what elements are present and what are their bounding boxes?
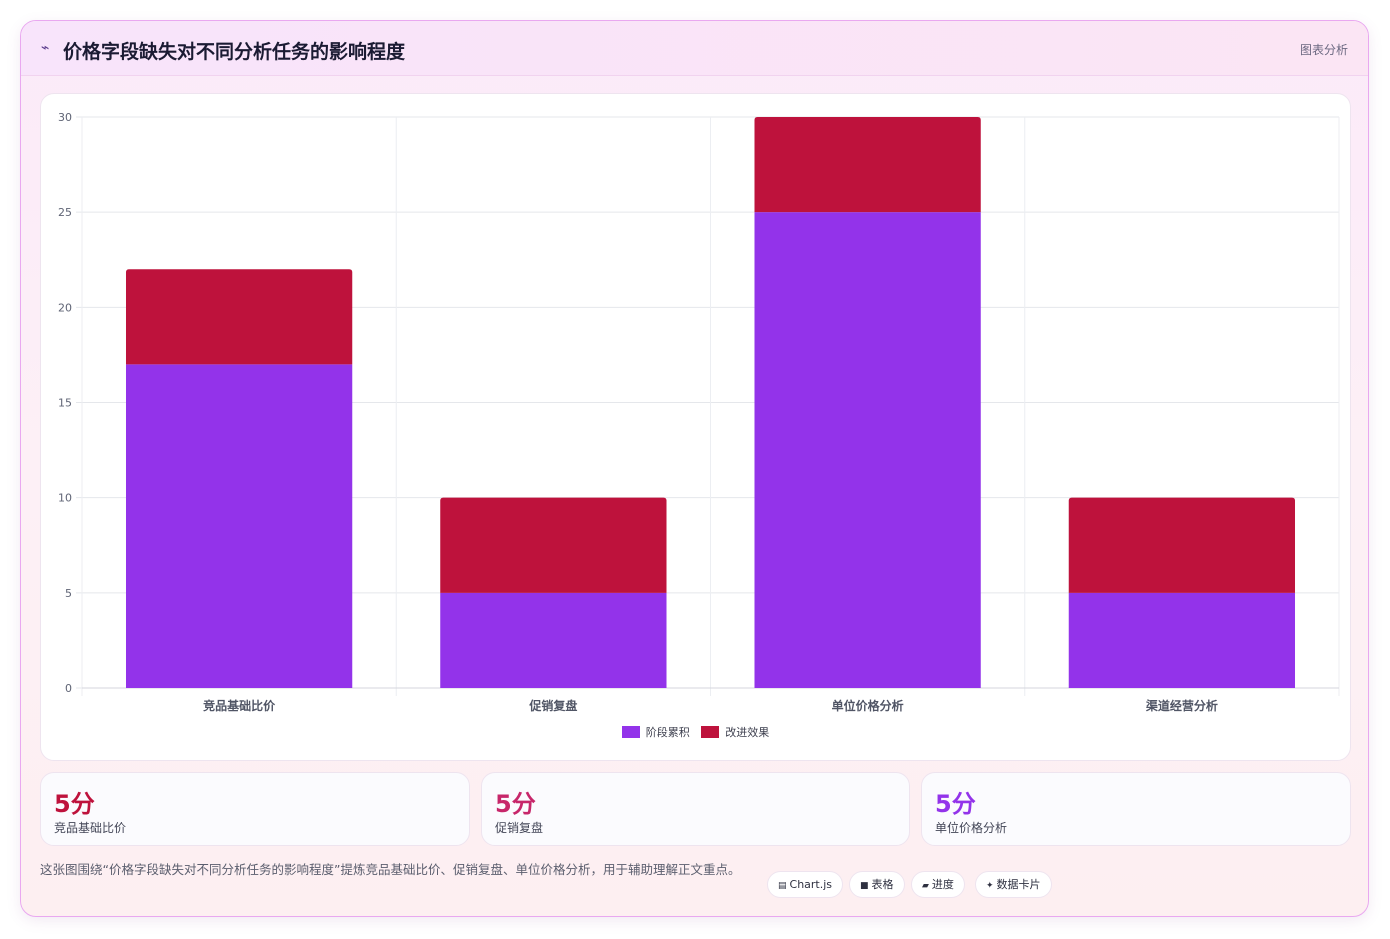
- y-tick-label: 20: [58, 301, 72, 314]
- bar-1-2: [440, 592, 667, 688]
- chip-label: Chart.js: [789, 878, 833, 891]
- stat-value: 5分: [935, 790, 976, 818]
- chip-label: 数据卡片: [996, 878, 1041, 891]
- chart-card: 0 5 10 15 20 25 30 竞品基础比价 促销复盘 单位价格分析 渠道经营分析 阶段累积 …: [40, 93, 1351, 761]
- stat-value: 5分: [495, 790, 536, 818]
- legend-label-series-1: 阶段累积: [645, 726, 690, 739]
- stat-label: 竞品基础比价: [54, 821, 127, 835]
- chip-data-card[interactable]: ✦ 数据卡片: [975, 871, 1052, 898]
- y-tick-label: 5: [65, 587, 72, 600]
- bar-2-3: [754, 117, 981, 213]
- chip-progress[interactable]: ▰ 进度: [911, 871, 965, 898]
- panel-header: ⌁ 价格字段缺失对不同分析任务的影响程度 图表分析: [21, 21, 1368, 76]
- stat-label: 促销复盘: [495, 821, 544, 835]
- bar-1-4: [1068, 592, 1296, 688]
- bar-2-1: [125, 269, 353, 365]
- panel-title: 价格字段缺失对不同分析任务的影响程度: [63, 41, 406, 63]
- chip-label: 进度: [931, 878, 954, 891]
- chart-line-icon: ⌁: [41, 40, 50, 56]
- bar-2-2: [440, 497, 667, 593]
- x-tick-label: 渠道经营分析: [1146, 698, 1218, 713]
- bar-1-1: [125, 364, 353, 688]
- y-tick-label: 15: [58, 397, 72, 410]
- data-card-icon: ✦: [986, 881, 994, 891]
- chip-label: 表格: [871, 878, 894, 891]
- x-tick-label: 促销复盘: [528, 698, 577, 713]
- y-tick-label: 10: [58, 492, 72, 505]
- legend-swatch-series-2: [701, 726, 720, 738]
- legend-swatch-series-1: [621, 726, 640, 738]
- y-tick-label: 30: [58, 111, 72, 124]
- footer-description: 这张图围绕“价格字段缺失对不同分析任务的影响程度”提炼竞品基础比价、促销复盘、单…: [40, 862, 741, 877]
- stat-card-2: 5分 促销复盘: [481, 772, 910, 846]
- legend-label-series-2: 改进效果: [725, 726, 770, 739]
- table-icon: ■: [860, 881, 869, 891]
- chart-panel: ⌁ 价格字段缺失对不同分析任务的影响程度 图表分析 0 5 10 15 20 25 30 竞品…: [20, 20, 1369, 917]
- panel-tag: 图表分析: [1299, 43, 1348, 57]
- progress-icon: ▰: [922, 881, 929, 891]
- legend-item-series-2[interactable]: 改进效果: [701, 724, 769, 740]
- chart-icon: ▤: [778, 881, 787, 891]
- y-tick-label: 0: [65, 682, 72, 695]
- x-tick-label: 竞品基础比价: [203, 698, 276, 713]
- chip-table[interactable]: ■ 表格: [849, 871, 905, 898]
- stacked-bar-chart: 0 5 10 15 20 25 30 竞品基础比价 促销复盘 单位价格分析 渠道经营分析: [58, 111, 1340, 713]
- stat-value: 5分: [54, 790, 95, 818]
- stat-card-3: 5分 单位价格分析: [921, 772, 1351, 846]
- legend-item-series-1[interactable]: 阶段累积: [621, 724, 690, 740]
- stat-card-1: 5分 竞品基础比价: [40, 772, 470, 846]
- bar-1-3: [754, 212, 981, 688]
- chart-legend: 阶段累积 改进效果: [41, 724, 1350, 740]
- stat-label: 单位价格分析: [935, 821, 1008, 835]
- bar-2-4: [1068, 497, 1296, 593]
- y-tick-label: 25: [58, 206, 72, 219]
- chip-chartjs[interactable]: ▤ Chart.js: [767, 871, 844, 898]
- x-tick-label: 单位价格分析: [832, 698, 904, 713]
